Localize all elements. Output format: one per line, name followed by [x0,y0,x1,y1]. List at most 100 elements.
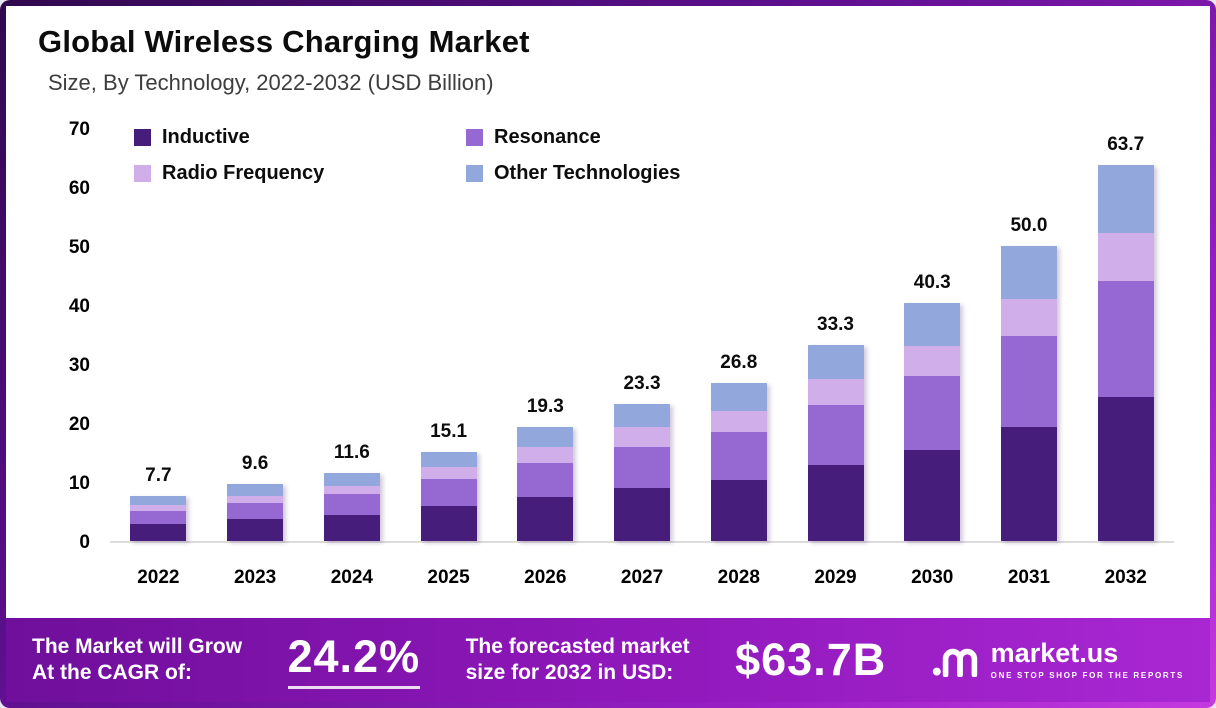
bar-total-label: 23.3 [623,372,661,394]
bar-stack [614,403,671,541]
forecast-label: The forecasted market size for 2032 in U… [466,634,690,685]
bar-total-label: 50.0 [1010,215,1048,236]
bar-column-2022: 7.7 2022 [110,130,207,588]
bar-segment-radio-frequency [1000,299,1057,337]
bar-segment-other-technologies [130,495,187,506]
brand-name: market.us [990,638,1119,668]
bar-segment-other-technologies [904,303,961,346]
bar-segment-other-technologies [227,484,284,496]
x-axis-label: 2025 [427,567,470,588]
bar-stack [130,495,187,541]
bar-total-label: 15.1 [430,420,468,442]
bar-total-label: 33.3 [817,313,854,335]
bar-total-label: 19.3 [526,396,564,418]
bar-stack [807,344,864,541]
bar-segment-inductive [614,487,671,541]
bar-total-label: 26.8 [720,351,758,373]
y-tick-label: 60 [68,178,90,199]
bar-segment-inductive [1000,427,1057,541]
legend-label: Inductive [162,126,250,148]
x-axis-label: 2024 [330,567,373,588]
legend-item-inductive: Inductive [134,126,466,149]
bar-segment-radio-frequency [517,446,574,463]
bar-segment-inductive [323,515,380,541]
bar-total-label: 40.3 [913,272,951,294]
bar-segment-resonance [323,494,380,515]
bar-segment-radio-frequency [710,410,767,432]
bar-column-2031: 50.0 2031 [981,130,1078,588]
bar-segment-resonance [807,405,864,465]
bar-segment-radio-frequency [420,466,477,480]
bar-segment-radio-frequency [614,427,671,447]
x-axis-label: 2032 [1104,567,1147,588]
bar-column-2030: 40.3 2030 [884,130,981,588]
bar-segment-inductive [517,497,574,541]
brand-tagline: ONE STOP SHOP FOR THE REPORTS [990,671,1184,680]
x-axis-label: 2031 [1007,567,1051,588]
bar-column-2024: 11.6 2024 [303,130,400,588]
bar-segment-radio-frequency [904,345,961,376]
market-us-logo-icon [932,639,980,682]
cagr-value: 24.2% [287,631,421,689]
bar-segment-radio-frequency [1097,233,1154,281]
forecast-label-line1: The forecasted market [465,635,690,659]
bar-segment-resonance [227,502,284,520]
y-tick-label: 10 [68,473,90,494]
cagr-label-line1: The Market will Grow [32,635,243,659]
bar-segment-other-technologies [420,451,477,467]
legend-item-resonance: Resonance [466,126,680,149]
bar-stack [227,484,284,541]
bar-segment-radio-frequency [130,505,187,511]
legend-label: Other Technologies [494,162,681,184]
legend-item-other-technologies: Other Technologies [466,162,680,185]
x-axis-label: 2030 [911,567,954,588]
footer-banner: The Market will Grow At the CAGR of: 24.… [6,618,1210,702]
bar-total-label: 7.7 [145,464,172,486]
bar-column-2027: 23.3 2027 [594,130,691,588]
forecast-label-line2: size for 2032 in USD: [465,661,674,684]
bar-segment-inductive [710,479,767,541]
legend-swatch-other-technologies [466,165,483,182]
bar-column-2023: 9.6 2023 [207,130,304,588]
bar-segment-resonance [614,446,671,488]
legend-item-radio-frequency: Radio Frequency [134,162,466,185]
x-axis-label: 2028 [717,567,760,588]
plot-area: 7.7 2022 9.6 2023 11.6 2024 15.1 2025 19.3 2026 23… [110,130,1174,588]
bar-segment-other-technologies [710,382,767,411]
legend-swatch-inductive [134,129,151,146]
legend-label: Radio Frequency [162,162,325,184]
bar-segment-other-technologies [517,427,574,447]
y-tick-label: 30 [68,355,90,376]
bar-segment-radio-frequency [227,495,284,503]
legend-label: Resonance [494,126,601,148]
bar-stack [710,382,767,541]
y-tick-label: 20 [68,414,90,435]
brand-text: market.us ONE STOP SHOP FOR THE REPORTS [990,638,1184,681]
chart-legend: Inductive Resonance Radio Frequency Other T… [134,126,680,185]
x-axis-label: 2022 [137,567,180,588]
x-axis-label: 2027 [620,567,664,588]
bar-segment-resonance [1000,336,1057,428]
x-axis-label: 2029 [814,567,857,588]
bar-total-label: 63.7 [1107,134,1145,156]
bar-segment-other-technologies [1000,245,1057,300]
bar-segment-inductive [1097,396,1154,541]
cagr-label: The Market will Grow At the CAGR of: [32,634,242,685]
y-tick-label: 0 [79,532,90,553]
bar-segment-resonance [710,431,767,480]
bar-segment-inductive [904,449,961,541]
bar-segment-other-technologies [807,344,864,380]
y-tick-label: 50 [68,237,90,258]
page-title: Global Wireless Charging Market [38,24,530,59]
bar-stack [420,451,477,541]
bar-column-2028: 26.8 2028 [690,130,787,588]
bar-stack [517,427,574,541]
bar-segment-radio-frequency [323,485,380,495]
bar-stack [904,303,961,541]
bar-column-2032: 63.7 2032 [1077,130,1174,588]
bar-segment-other-technologies [1097,165,1154,234]
bar-segment-resonance [904,375,961,450]
y-axis: 0 10 20 30 40 50 60 70 [34,119,96,553]
x-axis-label: 2023 [233,567,277,588]
